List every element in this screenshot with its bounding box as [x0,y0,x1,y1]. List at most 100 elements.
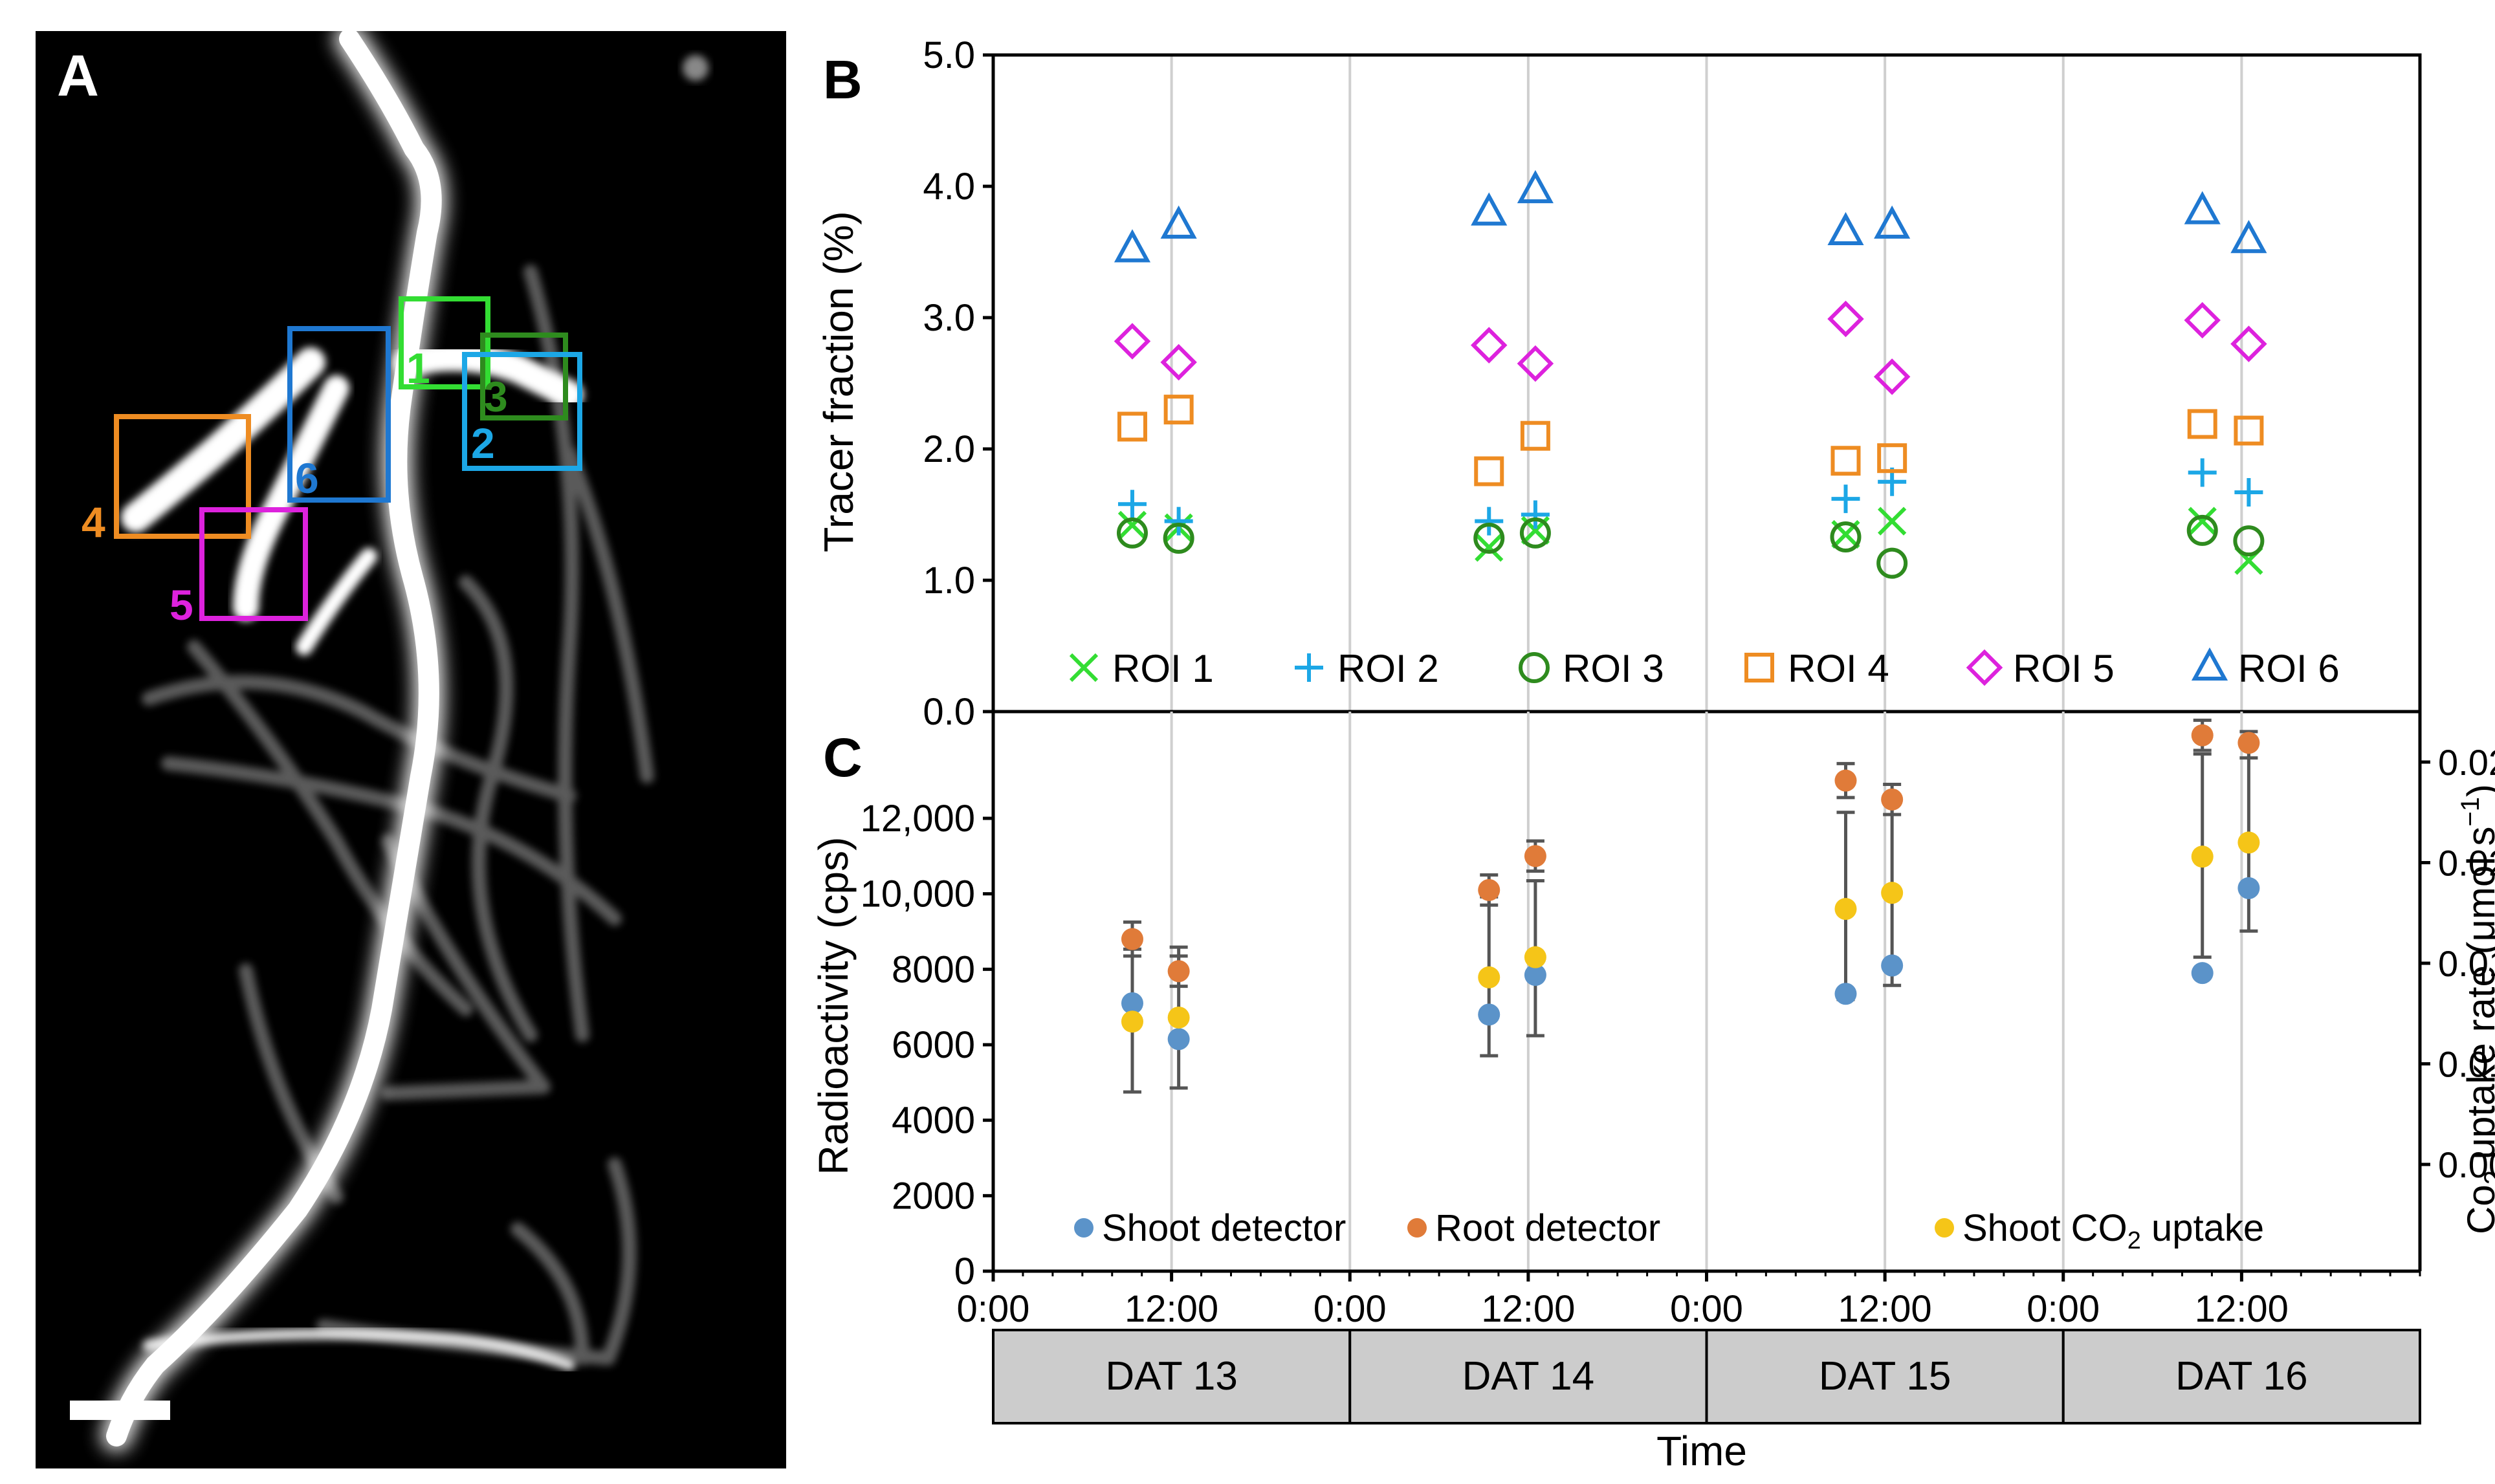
root-detector-point [1167,960,1190,983]
roi-1-box [399,296,490,389]
shoot-co2-uptake-point [1121,1010,1143,1033]
roi-4-point [1163,395,1194,425]
panel-b-y-tick-label: 4.0 [923,166,975,208]
roi-5-point [2184,301,2221,339]
panel-c-x-tick-label: 12:00 [1838,1288,1932,1330]
shoot-detector-point [1834,983,1857,1005]
roi-4-point [1474,456,1504,486]
roi-3-point [1473,523,1505,554]
legend-root-detector-marker [1407,1218,1427,1238]
panel-b-legend: ROI 1 ROI 2 ROI 3 ROI 4 ROI 5 ROI 6 [1069,647,2340,690]
roi-5-box [199,507,308,621]
roi-1-point [1878,507,1907,536]
panel-c-y-tick-label: 6000 [892,1024,975,1066]
roi-5-point [1470,327,1508,364]
shoot-co2-uptake-point [1881,882,1904,904]
roi-5-point [1114,323,1151,360]
roi-4-point [1877,443,1907,474]
roi-6-point [1114,229,1151,263]
shoot-co2-uptake-point [1478,966,1500,988]
panel-b-gridlines [1170,55,2243,712]
legend-roi-5-marker [1966,649,2003,686]
panel-c-y-tick-label: 2000 [892,1175,975,1217]
root-detector-point [1881,788,1904,811]
roi-5-point [1873,358,1911,395]
panel-c-y-tick-label: 4000 [892,1100,975,1142]
panel-b-y-tick-label: 2.0 [923,428,975,470]
legend-co2-uptake-label-main: Shoot CO [1962,1207,2127,1249]
legend-roi-3-marker [1519,652,1550,683]
roi-1-point [1475,533,1504,562]
roi-6-point [2230,219,2267,254]
legend-co2-uptake-label-rest: uptake [2141,1207,2264,1249]
roi-3-point [1830,521,1862,553]
roi-6-point [2184,191,2221,224]
panel-b-y-tick-label: 3.0 [923,297,975,339]
panel-c-y-label: Radioactivity (cps) [810,837,857,1175]
day-box [1348,1329,1708,1424]
panel-c-x-tick-label: 12:00 [2195,1288,2289,1330]
panel-c-y-tick-label: 0 [954,1250,975,1293]
roi-4-point [2234,415,2264,446]
root-detector-point [1478,878,1500,901]
panel-b-y-tick-label: 5.0 [923,34,975,76]
shoot-detector-point [1167,1028,1190,1051]
panel-b-y-axis: 0.0 1.0 2.0 3.0 4.0 5.0 [923,34,993,733]
shoot-co2-uptake-point [2191,846,2214,868]
legend-co2-uptake-label: Shoot CO2 uptake [1962,1207,2264,1254]
legend-co2-uptake-marker [1935,1218,1954,1238]
legend-roi-5-label: ROI 5 [2013,647,2115,690]
legend-shoot-detector-marker [1074,1218,1094,1238]
roi-2-point [2234,477,2263,507]
root-detector-point [2191,724,2214,747]
panel-b-y-tick-label: 0.0 [923,691,975,733]
roi-2-point [1521,500,1550,529]
roi-2-label: 2 [471,419,495,467]
roi-2-box [462,352,582,471]
roi-2-point [1164,507,1193,536]
roi-1-point [2188,507,2217,536]
roi-2-point [1117,490,1147,519]
y2-label-co: Co [2459,1184,2495,1234]
roi-4-label: 4 [82,498,105,546]
roi-3-point [1116,517,1148,549]
roi-2-point [1475,507,1504,536]
shoot-detector-point [2191,962,2214,985]
y2-label-sub: 2 [2479,1170,2495,1184]
shoot-co2-uptake-point [1167,1006,1190,1029]
panel-c-x-tick-label: 0:00 [1670,1288,1743,1330]
root-image [101,23,709,1452]
panel-c-x-tick-label: 0:00 [2027,1288,2100,1330]
roi-boxes [114,296,582,621]
roi-6-point [1517,169,1554,204]
legend-roi-4-label: ROI 4 [1788,647,1889,690]
y2-label-rest: uptake rate (μmol s [2459,827,2495,1170]
roi-6-point [1874,205,1911,239]
legend-roi-2-label: ROI 2 [1337,647,1439,690]
panel-c-y2-tick-label: 0.010 [2438,1044,2495,1085]
legend-roi-3-label: ROI 3 [1563,647,1664,690]
roi-4-point [1830,446,1861,476]
root-detector-point [2237,732,2260,754]
panel-c-y2-tick-label: 0.025 [2438,742,2495,783]
panel-b-data [1114,169,2267,579]
roi-labels: 1 2 3 4 5 6 [82,344,508,629]
shoot-detector-point [1121,992,1143,1014]
panel-c-x-tick-label: 12:00 [1481,1288,1575,1330]
roi-6-point [1471,192,1508,226]
shoot-detector-point [1881,954,1904,977]
y2-label-end: ) [2459,784,2495,797]
shoot-detector-point [1524,964,1546,987]
panel-c-y-tick-label: 12,000 [861,798,975,840]
roi-2-point [2188,458,2217,487]
panel-c-y2-axis: 0.005 0.010 0.015 0.020 0.025 [2420,742,2495,1185]
panel-a: A 1 2 3 4 5 6 [36,23,786,1468]
panel-c-x-label: Time [1656,1428,1747,1474]
legend-roi-4-marker [1744,653,1774,682]
roi-3-label: 3 [484,373,508,420]
y2-label-sup: −1 [2456,797,2485,827]
roi-3-point [1519,517,1551,549]
roi-1-point [1117,510,1147,540]
roi-4-point [1117,411,1147,442]
root-detector-point [1834,769,1857,792]
